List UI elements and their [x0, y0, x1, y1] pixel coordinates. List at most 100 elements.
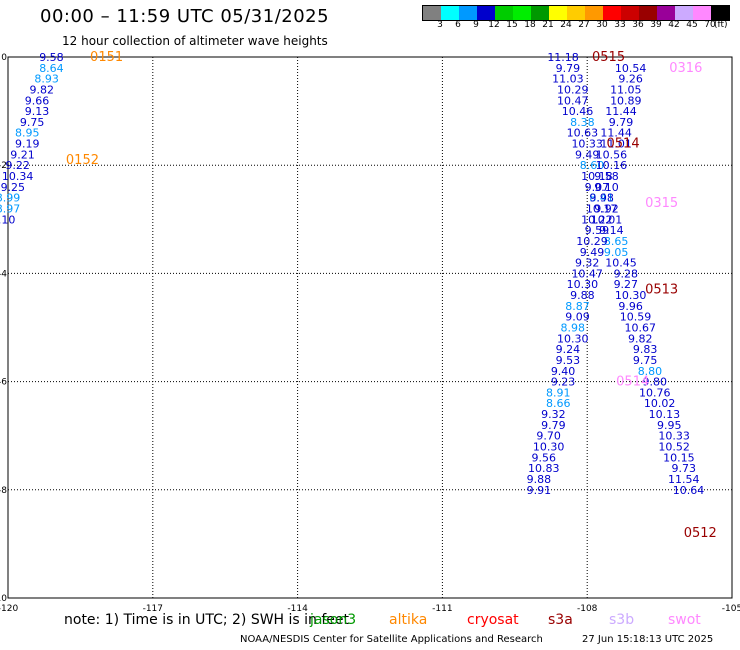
wave-height-value: 8.65: [604, 235, 629, 248]
legend-label: 9: [473, 20, 479, 30]
wave-height-value: 10.33: [571, 138, 603, 151]
y-tick-label: -6: [0, 378, 7, 388]
wave-height-value: 8.97: [0, 202, 20, 215]
y-tick-label: -10: [0, 594, 7, 604]
legend-label: 33: [614, 20, 626, 30]
wave-height-value: 9.70: [536, 430, 561, 443]
wave-height-value: 10.16: [596, 159, 628, 172]
color-scale-legend: [422, 5, 730, 21]
wave-height-value: 9.66: [25, 94, 50, 107]
y-tick-label: -8: [0, 486, 7, 496]
wave-height-value: 11.18: [547, 51, 579, 64]
wave-height-value: 8.66: [546, 397, 571, 410]
wave-height-value: 9.40: [551, 365, 576, 378]
wave-height-value: 9.28: [614, 267, 639, 280]
legend-swatch: [603, 6, 621, 20]
legend-label: 18: [524, 20, 536, 30]
wave-height-value: 9.19: [15, 138, 40, 151]
wave-height-value: 10.34: [2, 170, 34, 183]
wave-height-value: 9.58: [39, 51, 64, 64]
wave-height-value: 9.91: [527, 484, 552, 497]
wave-height-value: 9.88: [570, 289, 595, 302]
wave-height-value: 9.27: [614, 278, 639, 291]
satellite-swot: swot: [668, 612, 701, 628]
legend-swatch: [639, 6, 657, 20]
footer-note: note: 1) Time is in UTC; 2) SWH is in fe…: [64, 612, 350, 628]
wave-height-value: 10.30: [557, 332, 589, 345]
pass-label: 0513: [645, 283, 678, 298]
wave-height-value: 10.59: [620, 311, 652, 324]
wave-height-value: 9.24: [556, 343, 581, 356]
wave-height-value: 9.79: [556, 62, 581, 75]
legend-label: 36: [632, 20, 644, 30]
wave-height-value: 8.41: [589, 192, 614, 205]
x-tick-label: -117: [143, 604, 163, 614]
legend-swatch: [441, 6, 459, 20]
wave-height-value: 9.79: [609, 116, 634, 129]
generated-timestamp: 27 Jun 15:18:13 UTC 2025: [582, 634, 714, 645]
wave-height-value: 9.10: [594, 181, 619, 194]
legend-swatch: [657, 6, 675, 20]
legend-label: 15: [506, 20, 518, 30]
legend-swatch: [513, 6, 531, 20]
map-title: 00:00 – 11:59 UTC 05/31/2025: [40, 6, 330, 27]
wave-height-value: 10.17: [586, 202, 618, 215]
wave-height-value: 9.75: [20, 116, 45, 129]
wave-height-value: 9.98: [589, 192, 614, 205]
x-tick-label: -111: [432, 604, 452, 614]
pass-label: 0152: [66, 153, 99, 168]
legend-label: 39: [650, 20, 662, 30]
x-tick-label: -120: [0, 604, 18, 614]
legend-label: 45: [686, 20, 698, 30]
color-scale-labels: 3 6 9 12 15 18 21 24 27 30 33 36 39 42 45 70: [422, 20, 728, 34]
legend-swatch: [477, 6, 495, 20]
wave-height-value: 10.15: [663, 451, 695, 464]
legend-label: 24: [560, 20, 572, 30]
legend-swatch: [549, 6, 567, 20]
wave-height-value: 10.63: [567, 127, 599, 140]
legend-label: 27: [578, 20, 590, 30]
wave-height-value: 9.83: [633, 343, 658, 356]
wave-height-value: 9.53: [556, 354, 581, 367]
wave-height-value: 11.01: [600, 138, 632, 151]
x-tick-label: -114: [287, 604, 308, 614]
wave-height-value: 10.47: [571, 267, 603, 280]
wave-height-value: 9.13: [25, 105, 50, 118]
legend-swatch: [621, 6, 639, 20]
wave-height-value: 9.21: [10, 148, 35, 161]
legend-label: 12: [488, 20, 500, 30]
wave-height-value: 9.49: [575, 148, 600, 161]
y-tick-label: 0: [1, 53, 7, 63]
legend-label: 3: [437, 20, 443, 30]
wave-height-value: 9.56: [532, 451, 557, 464]
wave-height-value: 9.25: [1, 181, 26, 194]
wave-height-value: 9.79: [541, 419, 566, 432]
wave-height-value: 9.10: [0, 213, 15, 226]
satellite-cryosat: cryosat: [467, 612, 519, 628]
wave-height-value: 10.89: [610, 94, 642, 107]
wave-height-value: 9.49: [580, 246, 605, 259]
wave-height-value: 9.05: [604, 246, 629, 259]
wave-height-value: 10.56: [596, 148, 628, 161]
wave-height-value: 8.93: [34, 73, 59, 86]
legend-swatch: [495, 6, 513, 20]
satellite-s3a: s3a: [548, 612, 573, 628]
wave-height-value: 10.30: [533, 441, 565, 454]
pass-label: 0512: [684, 526, 717, 541]
wave-height-value: 8.98: [560, 322, 585, 335]
y-tick-label: -2: [0, 161, 7, 171]
wave-height-value: 8.95: [15, 127, 40, 140]
wave-height-value: 10.67: [625, 322, 657, 335]
legend-label: 30: [596, 20, 608, 30]
x-tick-label: -105: [722, 604, 740, 614]
wave-height-value: 11.44: [600, 127, 632, 140]
wave-height-value: 9.95: [657, 419, 682, 432]
wave-height-value: 9.82: [30, 83, 55, 96]
map-subtitle: 12 hour collection of altimeter wave hei…: [62, 34, 328, 48]
legend-label: 42: [668, 20, 680, 30]
wave-height-value: 11.44: [605, 105, 637, 118]
pass-label: 0514: [607, 137, 640, 152]
color-scale-unit: (ft): [714, 20, 728, 30]
legend-swatch: [693, 6, 711, 20]
wave-height-value: 9.96: [618, 300, 643, 313]
